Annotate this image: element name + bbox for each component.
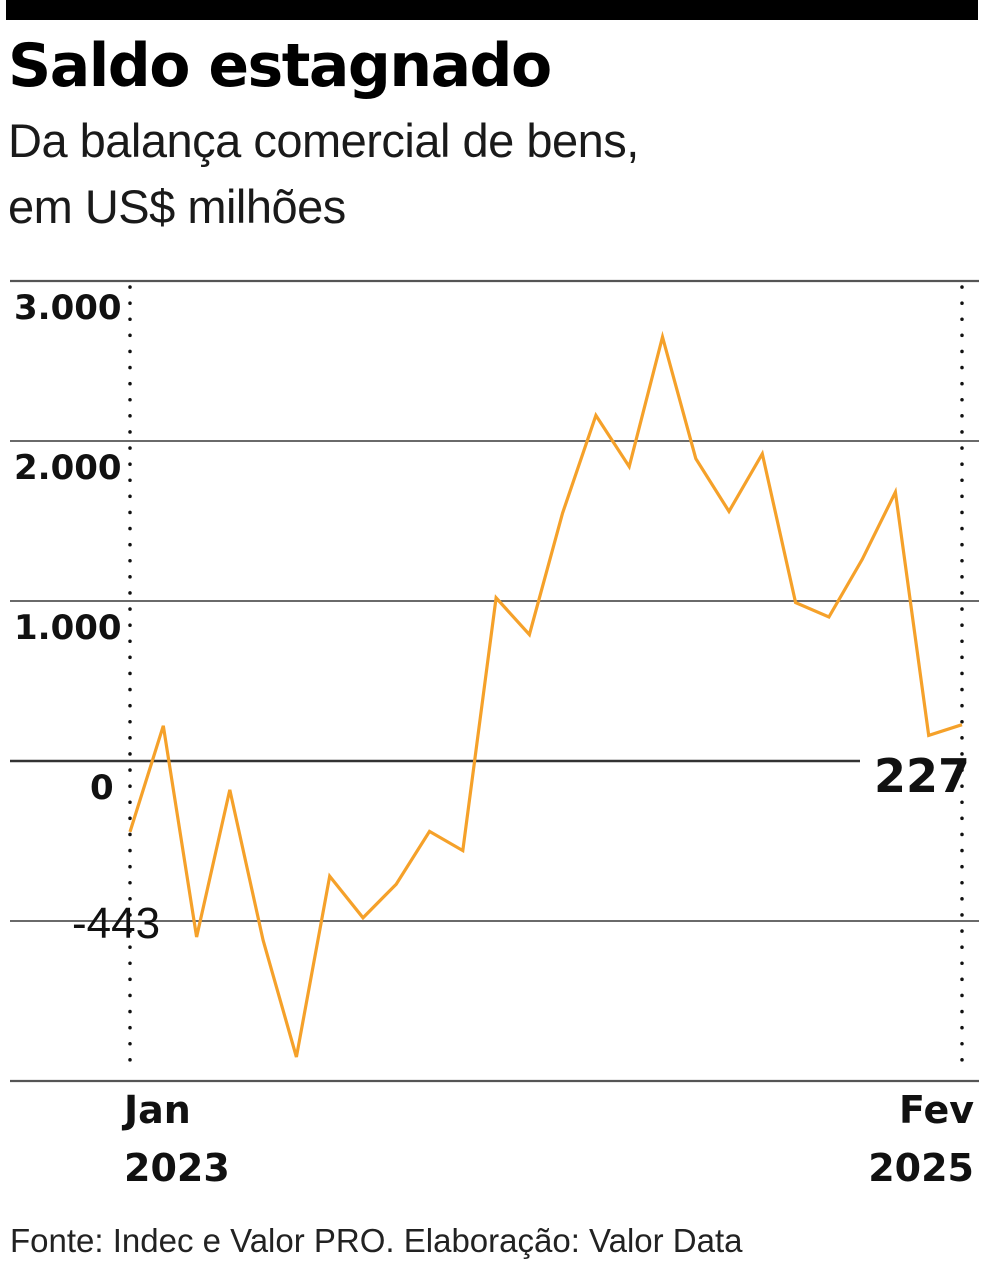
data-point: [627, 465, 631, 469]
data-point: [228, 788, 232, 792]
source-note: Fonte: Indec e Valor PRO. Elaboração: Va…: [10, 1222, 743, 1259]
data-point: [727, 509, 731, 513]
x-tick-start-year: 2023: [124, 1146, 230, 1190]
y-tick-label: 1.000: [14, 608, 122, 648]
annotation-start-value: -443: [72, 899, 160, 948]
data-point: [161, 724, 165, 728]
data-point: [893, 490, 897, 494]
subtitle-line-2: em US$ milhões: [8, 180, 346, 233]
data-point: [527, 633, 531, 637]
y-tick-label: 3.000: [14, 288, 122, 328]
data-point: [394, 882, 398, 886]
series-line: [128, 330, 963, 1058]
y-tick-label: 0: [90, 768, 114, 808]
y-tick-label: 2.000: [14, 448, 122, 488]
data-point: [428, 829, 432, 833]
data-point: [261, 938, 265, 942]
data-point: [794, 601, 798, 605]
data-point: [561, 511, 565, 515]
subtitle-line-1: Da balança comercial de bens,: [8, 114, 639, 167]
data-point: [461, 849, 465, 853]
grid-layer: [10, 279, 979, 1083]
x-tick-end-month: Fev: [899, 1088, 974, 1132]
data-point: [927, 733, 931, 737]
data-point: [827, 615, 831, 619]
data-point: [195, 935, 199, 939]
annotations: -443 227: [72, 749, 970, 948]
x-axis: Jan 2023 Fev 2025: [121, 1088, 974, 1190]
y-axis: 3.000 2.000 1.000 0: [14, 288, 122, 808]
data-point: [361, 916, 365, 920]
data-point: [694, 457, 698, 461]
top-bar: [6, 0, 978, 20]
chart-title: Saldo estagnado: [8, 31, 552, 101]
data-point: [594, 413, 598, 417]
data-point: [960, 723, 964, 727]
x-tick-end-year: 2025: [868, 1146, 974, 1190]
dotted-guides: [128, 285, 964, 1065]
x-tick-start-month: Jan: [121, 1088, 191, 1132]
data-point: [328, 874, 332, 878]
data-point: [760, 452, 764, 456]
data-point: [294, 1055, 298, 1059]
data-point: [860, 557, 864, 561]
data-point: [660, 335, 664, 339]
data-point: [128, 830, 132, 834]
annotation-end-value: 227: [874, 749, 970, 803]
data-point: [494, 596, 498, 600]
chart-subtitle: Da balança comercial de bens, em US$ mil…: [8, 108, 639, 240]
series-layer: [128, 330, 964, 1059]
